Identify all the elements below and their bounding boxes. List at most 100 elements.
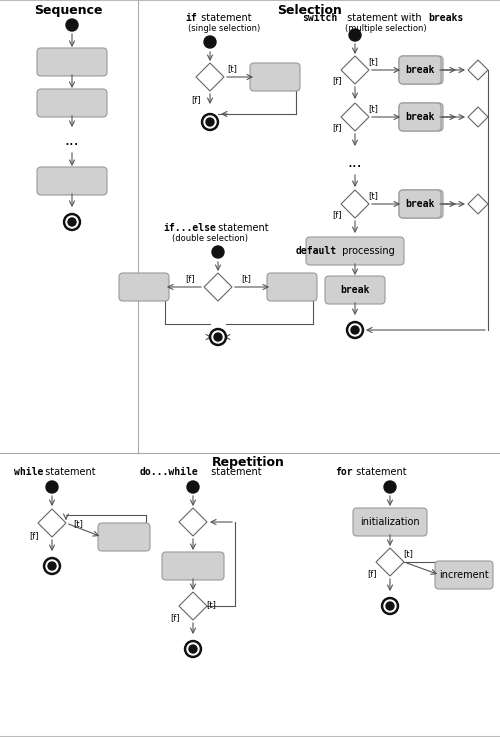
Text: [t]: [t] [73,520,83,528]
Polygon shape [468,107,488,127]
Text: [t]: [t] [227,65,237,74]
FancyBboxPatch shape [37,89,107,117]
Circle shape [346,321,364,338]
Circle shape [187,481,199,493]
FancyBboxPatch shape [435,561,493,589]
Circle shape [64,214,80,231]
Text: [t]: [t] [206,601,216,609]
Text: statement: statement [353,467,406,477]
Text: [f]: [f] [191,96,201,105]
Polygon shape [468,60,488,80]
Polygon shape [341,190,369,218]
Circle shape [212,246,224,258]
Text: [f]: [f] [29,531,39,540]
Text: statement with: statement with [344,13,425,23]
Circle shape [206,118,214,126]
Polygon shape [196,63,224,91]
Circle shape [386,602,394,610]
Text: [f]: [f] [332,77,342,85]
Circle shape [384,481,396,493]
Polygon shape [341,56,369,84]
FancyBboxPatch shape [399,56,443,84]
Text: statement: statement [42,467,96,477]
Text: statement: statement [215,223,268,233]
FancyBboxPatch shape [353,508,427,536]
FancyBboxPatch shape [37,167,107,195]
Circle shape [204,36,216,48]
Polygon shape [179,592,207,620]
Text: do...while: do...while [140,467,199,477]
Polygon shape [38,509,66,537]
Text: if: if [185,13,197,23]
Text: break: break [340,285,370,295]
Circle shape [48,562,56,570]
Text: if...else: if...else [163,223,216,233]
FancyBboxPatch shape [306,237,404,265]
Text: [f]: [f] [185,274,195,284]
Polygon shape [179,508,207,536]
Polygon shape [376,548,404,576]
Circle shape [189,645,197,653]
Polygon shape [468,194,488,214]
FancyBboxPatch shape [162,552,224,580]
FancyBboxPatch shape [119,273,169,301]
Text: [t]: [t] [368,57,378,66]
Text: Selection: Selection [278,4,342,16]
Circle shape [382,598,398,615]
FancyBboxPatch shape [399,56,441,84]
Circle shape [212,331,224,343]
Text: break: break [406,65,434,75]
FancyBboxPatch shape [399,190,443,218]
FancyBboxPatch shape [267,273,317,301]
Circle shape [204,116,216,128]
Circle shape [351,326,359,334]
Circle shape [184,640,202,657]
Text: statement: statement [208,467,262,477]
Text: for: for [335,467,352,477]
Text: ...: ... [348,155,362,170]
Text: statement: statement [198,13,252,23]
FancyBboxPatch shape [399,103,441,131]
Circle shape [187,643,199,655]
Circle shape [68,218,76,226]
Circle shape [46,560,58,572]
Text: Repetition: Repetition [212,455,284,469]
FancyBboxPatch shape [399,103,443,131]
Text: switch: switch [302,13,337,23]
Text: [f]: [f] [332,124,342,133]
Text: processing: processing [339,246,395,256]
Text: Sequence: Sequence [34,4,102,16]
Text: (single selection): (single selection) [188,24,260,32]
Polygon shape [204,273,232,301]
Text: [f]: [f] [170,613,180,623]
Text: [f]: [f] [367,570,377,579]
Circle shape [214,333,222,341]
FancyBboxPatch shape [399,190,441,218]
Text: [t]: [t] [241,274,251,284]
Circle shape [202,113,218,130]
FancyBboxPatch shape [98,523,150,551]
Circle shape [384,600,396,612]
Text: (double selection): (double selection) [172,234,248,242]
Circle shape [210,329,226,346]
Text: default: default [296,246,337,256]
Circle shape [349,324,361,336]
Text: breaks: breaks [428,13,463,23]
Circle shape [66,19,78,31]
Text: [t]: [t] [368,105,378,113]
Polygon shape [341,103,369,131]
Text: [f]: [f] [332,211,342,220]
Text: [t]: [t] [403,550,413,559]
Circle shape [44,557,60,575]
Circle shape [349,29,361,41]
Text: break: break [406,199,434,209]
Text: while: while [14,467,44,477]
FancyBboxPatch shape [325,276,385,304]
Circle shape [66,216,78,228]
Text: ...: ... [64,133,80,147]
Text: [t]: [t] [368,192,378,200]
Circle shape [46,481,58,493]
Text: increment: increment [439,570,489,580]
FancyBboxPatch shape [37,48,107,76]
Text: initialization: initialization [360,517,420,527]
